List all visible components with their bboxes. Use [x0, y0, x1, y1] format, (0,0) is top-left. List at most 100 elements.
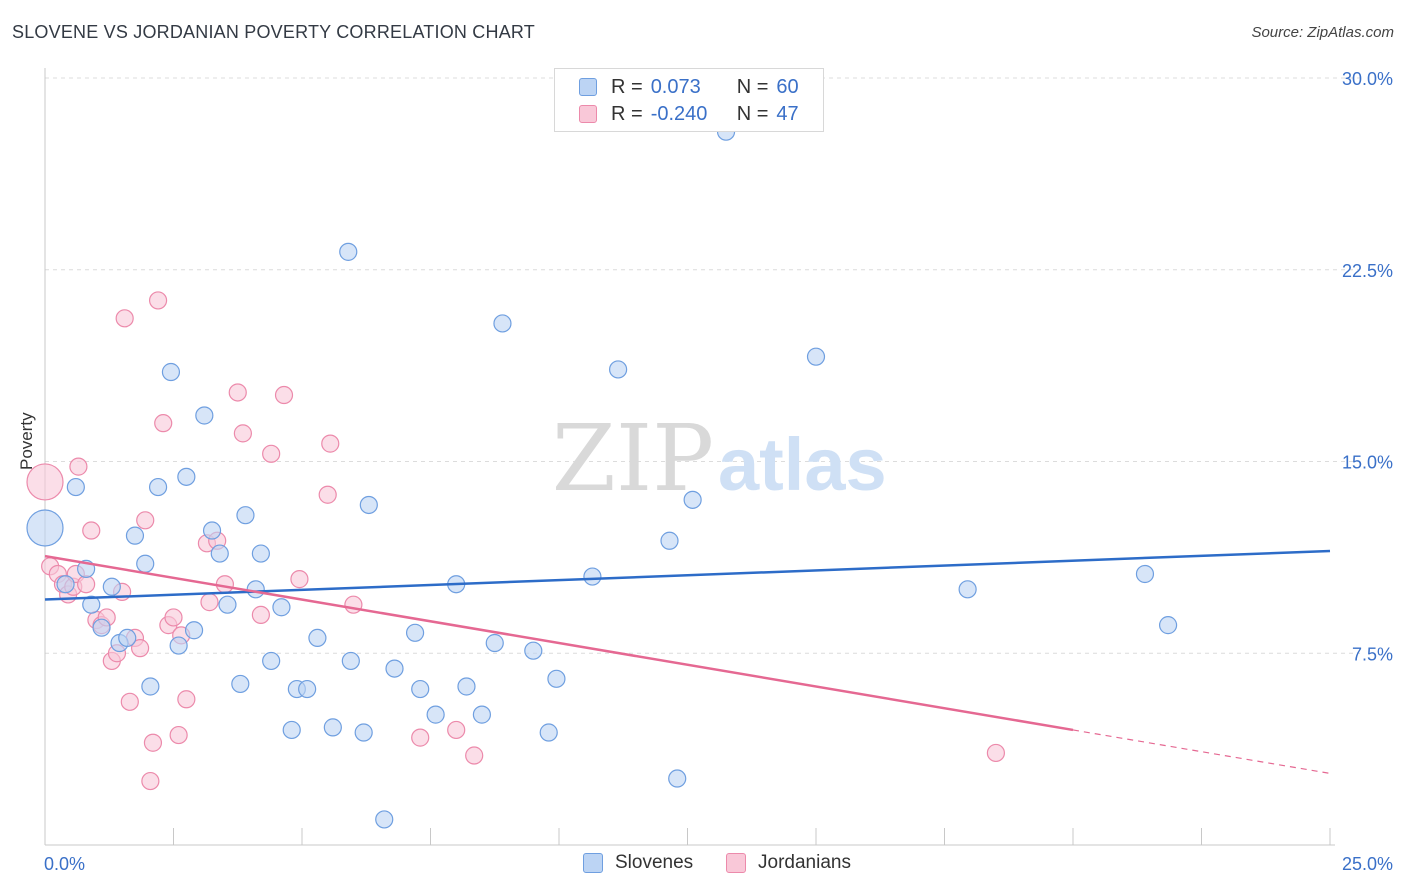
trend-lines — [44, 549, 1331, 775]
slovene-point — [236, 506, 255, 525]
legend-item-slovenes[interactable]: Slovenes — [583, 852, 693, 874]
slovene-point — [148, 477, 168, 497]
jordanians-trend-line — [44, 554, 1074, 732]
slovene-point — [82, 595, 101, 614]
slovene-point — [609, 360, 628, 379]
slovene-point — [354, 723, 373, 742]
slovene-point — [547, 669, 566, 688]
jordanian-point — [26, 463, 64, 501]
y-tick-label: 22.5% — [1342, 261, 1393, 281]
slovene-point — [385, 659, 404, 678]
slovene-point — [125, 526, 145, 545]
jordanian-point — [251, 605, 270, 625]
jordanian-point — [215, 575, 234, 594]
watermark-atlas: atlas — [718, 423, 887, 506]
slovene-point — [102, 577, 121, 596]
legend-label-slovenes: Slovenes — [615, 852, 694, 873]
jordanians-trend-extension — [1072, 729, 1331, 775]
slovene-point — [272, 598, 291, 617]
y-tick-label: 7.5% — [1352, 644, 1393, 664]
slovene-point — [231, 674, 250, 694]
n-label: N = — [736, 102, 769, 125]
stats-legend: R = 0.073 N = 60 R = -0.240 N = 47 — [554, 68, 824, 132]
slovene-point — [262, 651, 281, 671]
n-label: N = — [736, 75, 769, 98]
jordanian-point — [154, 414, 173, 433]
x-tick-label: 0.0% — [44, 854, 85, 874]
slovene-point — [339, 242, 358, 261]
slovene-point — [56, 575, 75, 594]
slovenes-swatch — [579, 78, 597, 96]
stats-row-jordanians: R = -0.240 N = 47 — [579, 101, 799, 127]
jordanian-point — [177, 690, 196, 709]
slovene-point — [524, 641, 543, 660]
slovene-point — [1135, 564, 1155, 584]
slovene-point — [426, 705, 445, 724]
slovene-point — [308, 628, 327, 648]
y-tick-label: 15.0% — [1342, 453, 1393, 473]
slovene-point — [583, 567, 602, 586]
slovene-point — [136, 554, 155, 573]
jordanian-point — [136, 511, 155, 530]
jordanian-point — [130, 639, 150, 658]
slovene-point — [375, 810, 394, 829]
slovene-point — [485, 633, 504, 653]
jordanian-point — [120, 692, 139, 711]
jordanians-swatch — [726, 853, 746, 873]
slovene-point — [177, 467, 196, 486]
jordanian-point — [290, 570, 309, 589]
y-tick-label: 30.0% — [1342, 69, 1393, 89]
jordanian-point — [274, 385, 294, 405]
slovene-point — [668, 769, 687, 788]
slovene-point — [161, 362, 181, 382]
r-label: R = — [611, 75, 643, 98]
n-value: 47 — [776, 102, 799, 125]
jordanian-point — [318, 485, 337, 504]
jordanian-point — [115, 309, 134, 328]
slovene-point — [493, 314, 512, 333]
slovene-point — [169, 636, 188, 655]
slovene-point — [359, 495, 378, 515]
jordanian-point — [141, 771, 160, 791]
jordanian-point — [233, 424, 252, 443]
slovene-point — [282, 720, 301, 740]
slovene-point — [141, 677, 160, 696]
slovene-point — [195, 406, 214, 425]
slovenes-swatch — [583, 853, 603, 873]
slovene-point — [405, 623, 425, 642]
jordanian-point — [321, 434, 340, 453]
slovene-point — [958, 580, 977, 599]
jordanian-point — [465, 746, 484, 765]
slovene-point — [341, 651, 360, 671]
slovene-point — [539, 723, 558, 742]
jordanian-point — [344, 595, 363, 614]
x-tick-label: 25.0% — [1342, 854, 1393, 874]
slovene-point — [683, 490, 702, 509]
slovene-point — [1158, 616, 1178, 635]
jordanian-point — [148, 291, 168, 310]
slovene-point — [472, 705, 491, 724]
gridlines — [45, 77, 1360, 654]
slovene-point — [66, 477, 85, 497]
slovene-point — [202, 521, 222, 540]
slovene-point — [457, 677, 476, 696]
jordanian-point — [82, 521, 101, 540]
slovene-point — [806, 347, 826, 366]
slovene-point — [298, 679, 317, 699]
jordanians-swatch — [579, 105, 597, 123]
n-value: 60 — [776, 75, 799, 98]
slovene-point — [184, 621, 204, 640]
stats-row-slovenes: R = 0.073 N = 60 — [579, 74, 799, 100]
slovene-point — [92, 618, 111, 637]
legend-item-jordanians[interactable]: Jordanians — [726, 852, 851, 874]
legend-label-jordanians: Jordanians — [758, 852, 851, 873]
slovene-point — [118, 628, 137, 648]
slovene-point — [660, 531, 679, 550]
watermark: ZIP atlas — [552, 405, 887, 512]
slovene-point — [411, 679, 430, 699]
tick-labels: 7.5% 15.0% 22.5% 30.0% 0.0% 25.0% — [44, 69, 1393, 874]
data-points — [26, 122, 1178, 829]
chart-title: SLOVENE VS JORDANIAN POVERTY CORRELATION… — [12, 22, 535, 42]
jordanian-point — [69, 457, 88, 476]
axes — [44, 68, 1335, 846]
